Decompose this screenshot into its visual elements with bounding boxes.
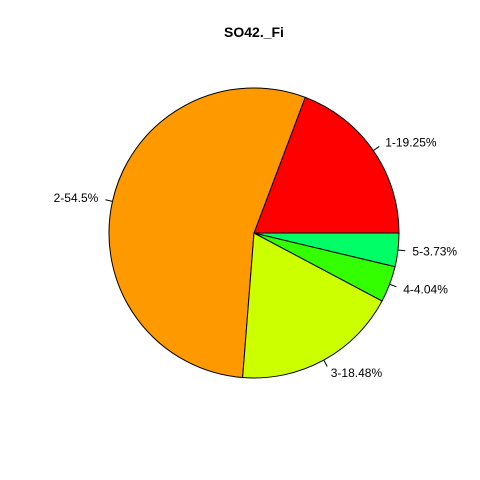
pie-slices [108, 87, 400, 379]
slice-label-3: 3-18.48% [331, 366, 383, 380]
pie-slice-5 [253, 232, 400, 268]
slice-label-5: 5-3.73% [412, 245, 457, 259]
pie-leader-lines [105, 146, 406, 367]
leader-line-2 [105, 199, 113, 202]
leader-line-5 [397, 249, 406, 252]
leader-line-4 [389, 283, 397, 288]
leader-line-3 [323, 359, 328, 367]
slice-label-4: 4-4.04% [403, 282, 448, 296]
slice-label-1: 1-19.25% [385, 135, 437, 149]
chart-title: SO42._Fi [224, 24, 284, 40]
slice-label-2: 2-54.5% [54, 191, 99, 205]
leader-line-1 [372, 146, 380, 151]
pie-slice-3 [242, 232, 383, 379]
pie-labels: 1-19.25% 2-54.5% 3-18.48% 4-4.04% 5-3.73% [54, 135, 458, 380]
